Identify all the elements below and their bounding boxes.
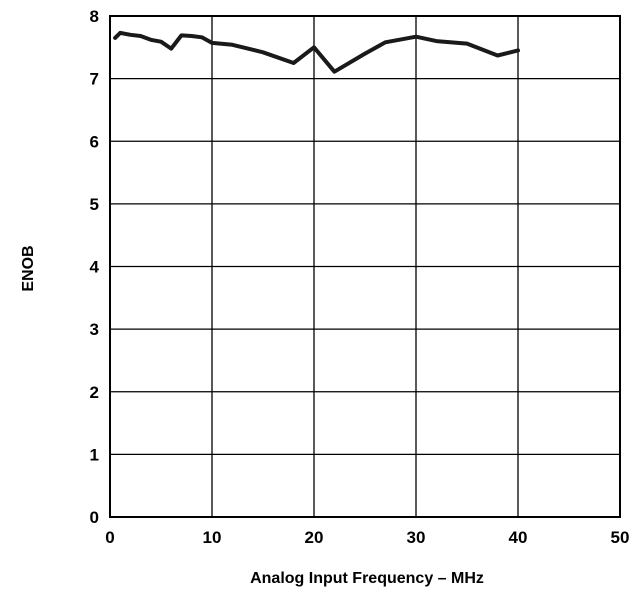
x-tick-label: 50: [611, 528, 630, 547]
y-tick-label: 2: [90, 383, 99, 402]
grid: [109, 15, 621, 518]
y-tick-labels: 0 1 2 3 4 5 6 7 8: [90, 7, 100, 527]
y-tick-label: 1: [90, 445, 99, 464]
series-layer: [113, 30, 520, 74]
x-tick-labels: 0 10 20 30 40 50: [105, 528, 629, 547]
y-tick-label: 5: [90, 195, 99, 214]
plot-frame: [109, 15, 621, 518]
y-tick-label: 7: [90, 70, 99, 89]
y-tick-label: 6: [90, 132, 99, 151]
x-axis-title: Analog Input Frequency – MHz: [250, 570, 484, 587]
y-tick-label: 8: [90, 7, 99, 26]
x-tick-label: 0: [105, 528, 114, 547]
x-tick-label: 20: [305, 528, 324, 547]
x-tick-label: 10: [203, 528, 222, 547]
y-tick-label: 3: [90, 320, 99, 339]
enob-series-line: [113, 30, 520, 74]
y-tick-label: 4: [90, 258, 100, 277]
x-tick-label: 30: [407, 528, 426, 547]
y-tick-label: 0: [90, 508, 99, 527]
y-axis-title: ENOB: [20, 245, 37, 291]
x-tick-label: 40: [509, 528, 528, 547]
